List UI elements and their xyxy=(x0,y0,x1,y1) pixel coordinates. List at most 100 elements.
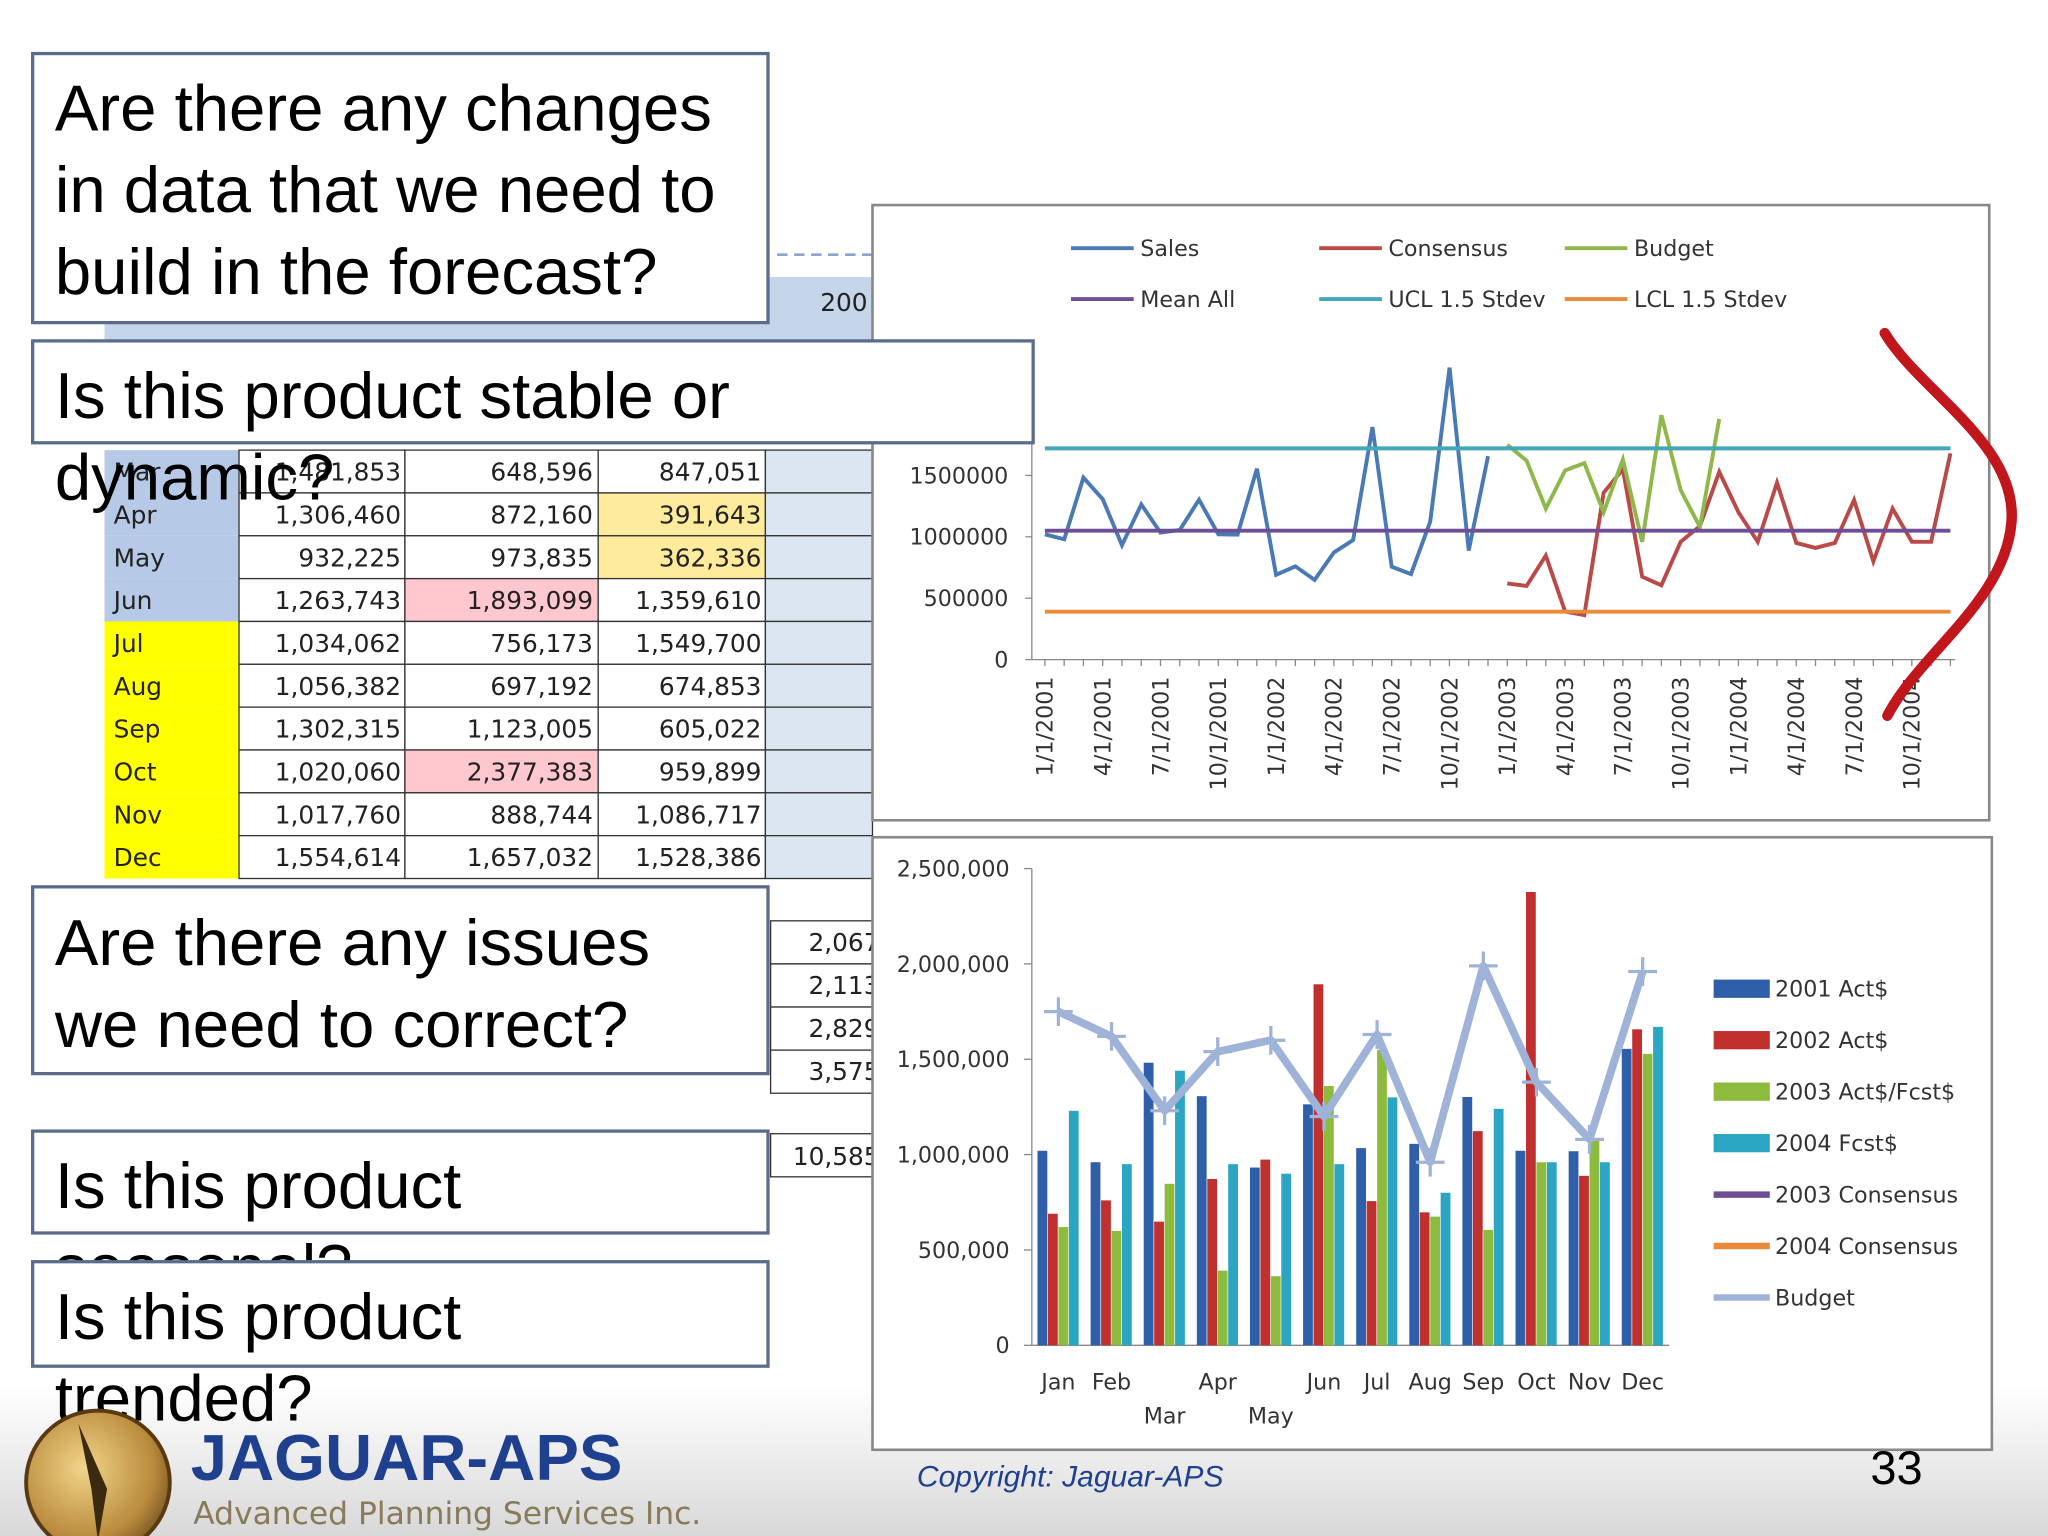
cell xyxy=(597,792,767,837)
question-box xyxy=(31,339,1035,445)
bar xyxy=(1515,1150,1526,1346)
month-label: Nov xyxy=(114,800,162,829)
cell-value: 1,123,005 xyxy=(467,715,593,744)
x-tick-label: Oct xyxy=(1517,1370,1556,1396)
cell xyxy=(764,706,874,751)
line-marker xyxy=(1150,1096,1179,1126)
bar xyxy=(1196,1096,1207,1346)
series-line xyxy=(1056,961,1647,1167)
bar xyxy=(1143,1062,1154,1346)
cell-value: 1,481,853 xyxy=(275,458,401,487)
x-tick-label: 4/1/2002 xyxy=(1322,677,1348,777)
question-text: build in the forecast? xyxy=(55,235,658,308)
cell xyxy=(764,449,874,494)
legend-label: Mean All xyxy=(1140,287,1235,313)
x-tick-label: May xyxy=(1248,1404,1294,1430)
x-tick-label: Mar xyxy=(1144,1404,1187,1430)
bar xyxy=(1472,1131,1483,1346)
cell xyxy=(238,792,406,837)
question-text: Is this product xyxy=(55,1149,461,1222)
bar xyxy=(1101,1200,1111,1346)
month-cell xyxy=(104,535,240,579)
question-box xyxy=(31,51,770,325)
x-tick-label: 1/1/2004 xyxy=(1726,677,1752,777)
bar xyxy=(1260,1159,1271,1346)
cell xyxy=(404,620,599,665)
x-tick-label: 4/1/2003 xyxy=(1553,677,1579,777)
cell-value: 1,893,099 xyxy=(467,586,593,615)
x-tick-label: Aug xyxy=(1409,1370,1452,1396)
line-marker xyxy=(1044,997,1073,1026)
bar xyxy=(1525,891,1536,1346)
y-tick-label: 0 xyxy=(996,1333,1010,1359)
logo: JAGUAR-APS Advanced Planning Services In… xyxy=(24,1408,701,1536)
total-value: 2,829 xyxy=(808,1014,879,1043)
bar xyxy=(1303,1104,1313,1346)
month-cell xyxy=(104,664,240,708)
bar xyxy=(1419,1212,1430,1346)
bar-chart: 0 500,000 1,000,000 1,500,000 2,000,000 2,500… xyxy=(871,835,1994,1452)
bar xyxy=(1600,1162,1610,1346)
bar xyxy=(1121,1164,1132,1346)
page-number: 33 xyxy=(1870,1441,1922,1494)
legend-label: UCL 1.5 Stdev xyxy=(1388,287,1545,313)
cell xyxy=(764,792,874,837)
bar xyxy=(1090,1162,1101,1346)
bar xyxy=(1589,1138,1600,1346)
grand-total: 10,585 xyxy=(793,1142,880,1171)
x-tick-label: 1/1/2002 xyxy=(1264,677,1290,777)
x-tick-label: 10/1/2003 xyxy=(1668,677,1694,791)
cell xyxy=(238,535,406,580)
cell-value: 1,657,032 xyxy=(467,843,593,872)
month-label: Oct xyxy=(114,758,157,787)
bar xyxy=(1164,1183,1175,1346)
legend-label: 2003 Consensus xyxy=(1775,1182,1958,1208)
cell xyxy=(238,449,406,494)
bar xyxy=(1047,1213,1058,1346)
month-label: Mar xyxy=(114,458,162,487)
cell-value: 1,549,700 xyxy=(635,629,761,658)
bar xyxy=(1356,1148,1366,1346)
bar xyxy=(1111,1230,1122,1346)
month-label: Apr xyxy=(114,500,158,529)
x-tick-label: 1/1/2001 xyxy=(1033,677,1059,777)
month-label: Sep xyxy=(114,715,161,744)
bar xyxy=(1387,1097,1398,1346)
line-marker xyxy=(1203,1037,1233,1067)
series-line xyxy=(1507,452,1953,618)
line-marker xyxy=(1522,1067,1551,1097)
cell-value: 973,835 xyxy=(490,543,593,572)
y-tick-label: 1000000 xyxy=(909,525,1008,551)
legend-swatch xyxy=(1713,979,1770,998)
cell-value: 362,336 xyxy=(659,543,762,572)
cell xyxy=(764,577,874,623)
bar xyxy=(1409,1143,1420,1346)
bar xyxy=(1642,1053,1653,1346)
month-cell xyxy=(104,835,240,879)
logo-text: JAGUAR-APS xyxy=(191,1421,623,1494)
bar xyxy=(1568,1151,1579,1346)
month-label: Jul xyxy=(112,629,144,658)
cell xyxy=(764,535,874,580)
month-cell xyxy=(104,450,240,493)
cell xyxy=(597,449,767,494)
line-marker xyxy=(1628,957,1658,986)
bar xyxy=(1632,1029,1643,1346)
cell xyxy=(597,835,767,880)
question-text: Are there any changes xyxy=(55,72,712,145)
question-text: Are there any issues xyxy=(55,906,650,979)
x-tick-label: Nov xyxy=(1568,1370,1611,1396)
x-tick-label: Jun xyxy=(1305,1370,1342,1396)
question-box xyxy=(31,1129,770,1235)
month-label: Jun xyxy=(112,586,153,615)
month-cell xyxy=(104,707,240,750)
cell xyxy=(764,492,874,537)
cell xyxy=(404,535,599,580)
y-tick-label: 1,000,000 xyxy=(897,1142,1010,1168)
cell xyxy=(597,535,767,580)
question-text: in data that we need to xyxy=(55,153,716,226)
cell xyxy=(597,749,767,794)
x-tick-label: 4/1/2001 xyxy=(1091,677,1117,777)
cell xyxy=(238,749,406,794)
